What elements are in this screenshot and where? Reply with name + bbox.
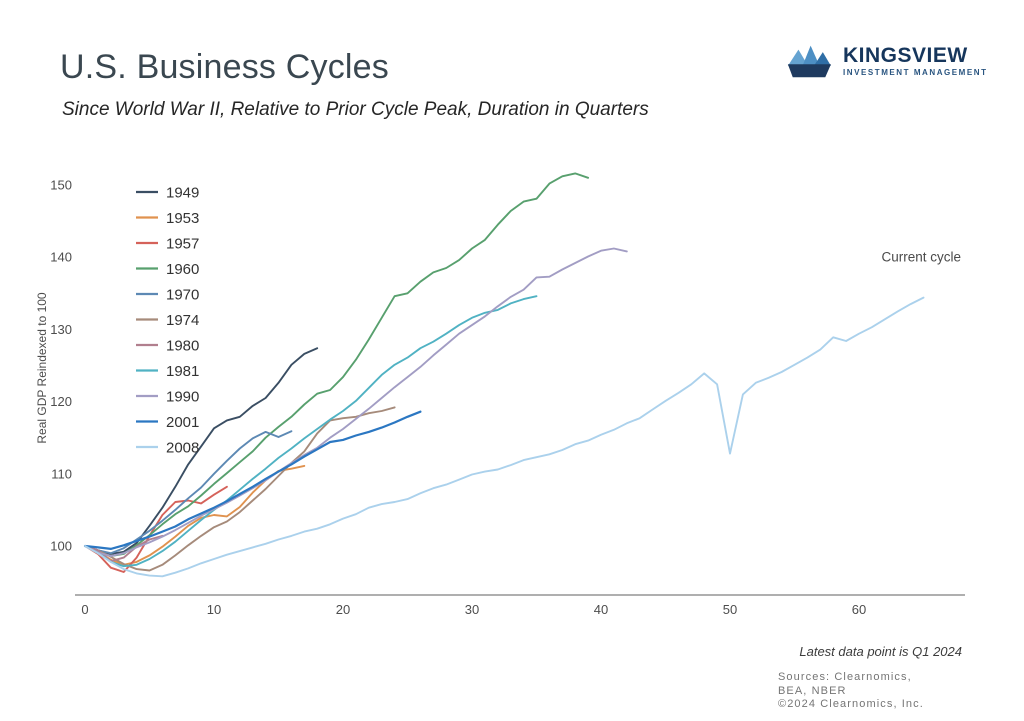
y-axis-title: Real GDP Reindexed to 100 [35, 292, 49, 444]
x-tick-label: 10 [207, 602, 221, 617]
y-tick-label: 150 [50, 178, 72, 193]
legend-label-1981: 1981 [166, 363, 199, 380]
series-line-1974 [84, 406, 396, 572]
series-line-1949 [84, 347, 319, 555]
legend-label-2008: 2008 [166, 440, 199, 457]
page-subtitle: Since World War II, Relative to Prior Cy… [62, 99, 649, 120]
x-tick-label: 20 [336, 602, 350, 617]
x-tick-label: 60 [852, 602, 866, 617]
legend-label-1970: 1970 [166, 287, 199, 304]
legend-label-2001: 2001 [166, 414, 199, 431]
series-line-1960 [84, 172, 590, 558]
sources-line-2: BEA, NBER [778, 684, 847, 697]
legend-label-1974: 1974 [166, 312, 199, 329]
kingsview-logo: KINGSVIEW INVESTMENT MANAGEMENT [783, 38, 988, 84]
logo-tagline: INVESTMENT MANAGEMENT [843, 68, 988, 77]
series-line-1980 [84, 534, 164, 563]
latest-data-note: Latest data point is Q1 2024 [799, 644, 962, 659]
x-tick-label: 40 [594, 602, 608, 617]
legend-label-1980: 1980 [166, 338, 199, 355]
series-line-1970 [84, 430, 293, 555]
series-line-1981 [84, 295, 538, 568]
series-line-1990 [84, 247, 628, 558]
logo-text: KINGSVIEW INVESTMENT MANAGEMENT [843, 45, 988, 77]
series-line-2001 [83, 410, 422, 551]
y-tick-label: 140 [50, 250, 72, 265]
sources-line-1: Sources: Clearnomics, [778, 671, 912, 683]
y-tick-label: 100 [50, 539, 72, 554]
sources-block: Sources: Clearnomics, BEA, NBER ©2024 Cl… [778, 671, 924, 712]
logo-name: KINGSVIEW [843, 44, 968, 67]
legend-label-1957: 1957 [166, 236, 199, 253]
current-cycle-label: Current cycle [882, 249, 962, 264]
page-title: U.S. Business Cycles [60, 48, 389, 86]
copyright-line: ©2024 Clearnomics, Inc. [778, 698, 924, 710]
legend-label-1953: 1953 [166, 210, 199, 227]
y-tick-label: 130 [50, 322, 72, 337]
legend-label-1949: 1949 [166, 185, 199, 202]
legend-label-1960: 1960 [166, 261, 199, 278]
y-tick-label: 120 [50, 394, 72, 409]
x-tick-label: 50 [723, 602, 737, 617]
x-tick-label: 30 [465, 602, 479, 617]
y-tick-label: 110 [51, 466, 72, 481]
legend-label-1990: 1990 [166, 389, 199, 406]
crown-icon [787, 45, 831, 78]
series-line-2008 [84, 296, 925, 578]
x-tick-label: 0 [81, 602, 88, 617]
